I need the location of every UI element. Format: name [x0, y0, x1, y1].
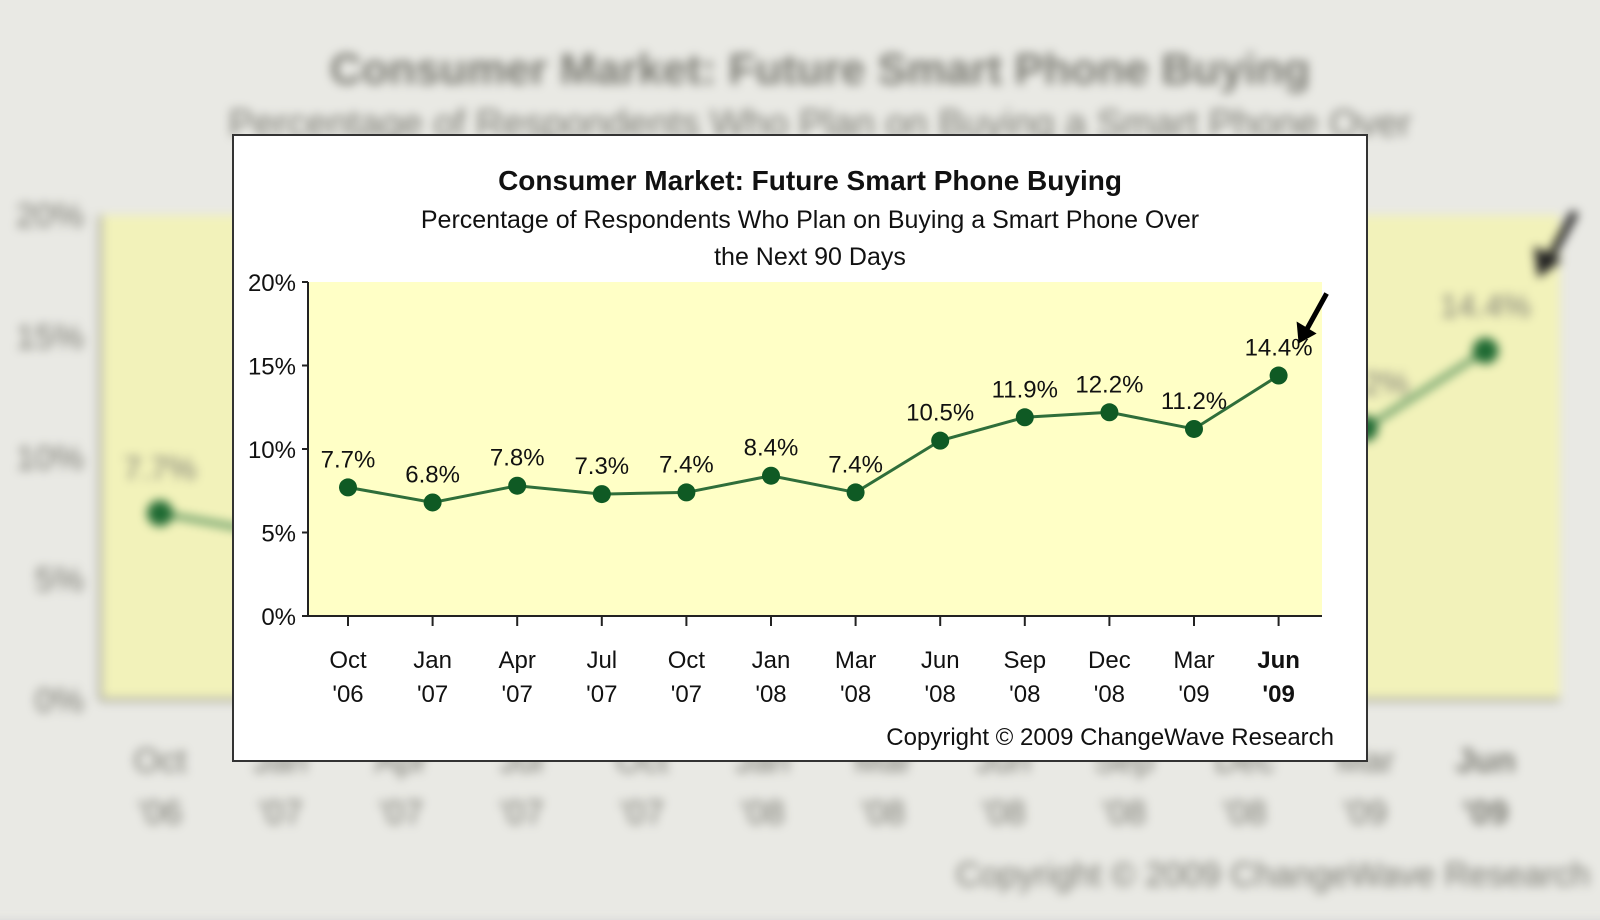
- chart-card: Consumer Market: Future Smart Phone Buyi…: [232, 134, 1368, 762]
- x-tick-label: '08: [925, 681, 956, 708]
- y-tick-label: 10%: [248, 437, 296, 464]
- data-label: 7.3%: [574, 453, 629, 480]
- x-tick-label: '06: [332, 681, 363, 708]
- background-x-tick-label: '07: [620, 794, 664, 832]
- chart-title: Consumer Market: Future Smart Phone Buyi…: [498, 165, 1122, 196]
- data-point: [423, 493, 442, 512]
- y-tick-label: 15%: [248, 354, 296, 381]
- y-tick-label: 20%: [248, 270, 296, 297]
- x-tick-label: Mar: [1173, 647, 1214, 674]
- copyright-text: Copyright © 2009 ChangeWave Research: [886, 724, 1334, 751]
- x-tick-label: Sep: [1003, 647, 1046, 674]
- data-point: [1015, 408, 1034, 427]
- background-x-tick-label: '08: [1222, 794, 1266, 832]
- background-x-tick-label: Oct: [134, 742, 187, 780]
- data-point: [508, 476, 527, 495]
- chart-subtitle-line-1: Percentage of Respondents Who Plan on Bu…: [421, 206, 1199, 234]
- data-label: 7.4%: [828, 451, 883, 478]
- background-y-tick-label: 0%: [35, 682, 84, 720]
- data-point: [762, 466, 780, 485]
- x-tick-label: '08: [1094, 681, 1125, 708]
- data-label: 11.2%: [1161, 388, 1227, 415]
- x-tick-label: Dec: [1088, 647, 1131, 674]
- x-tick-label: '07: [671, 681, 702, 708]
- x-tick-label: '08: [1009, 681, 1040, 708]
- background-x-tick-label: '08: [1102, 794, 1146, 832]
- y-tick-label: 5%: [261, 521, 296, 548]
- data-label: 11.9%: [992, 376, 1058, 403]
- x-tick-label: Mar: [835, 647, 876, 674]
- x-tick-label: '07: [417, 681, 448, 708]
- highlight-arrow-icon: [1296, 292, 1329, 344]
- x-tick-label: '09: [1178, 681, 1209, 708]
- y-tick-label: 0%: [261, 604, 296, 631]
- x-tick-label: '09: [1262, 681, 1294, 708]
- x-tick-label: Apr: [499, 647, 536, 674]
- data-point: [1269, 366, 1288, 385]
- data-point: [846, 483, 865, 502]
- background-data-label: 14.4%: [1440, 288, 1531, 324]
- background-x-tick-label: '06: [138, 794, 182, 832]
- background-data-point: [1472, 337, 1499, 364]
- x-tick-label: Jun: [921, 647, 960, 674]
- background-x-tick-label: '07: [258, 794, 302, 832]
- data-label: 12.2%: [1075, 371, 1143, 398]
- chart: Consumer Market: Future Smart Phone Buyi…: [248, 165, 1334, 751]
- background-x-tick-label: '09: [1343, 794, 1387, 832]
- data-point: [1185, 419, 1203, 438]
- x-tick-label: Jan: [413, 647, 452, 674]
- background-x-tick-label: Jun: [1455, 742, 1515, 780]
- data-label: 7.8%: [490, 445, 545, 472]
- background-data-point: [147, 500, 173, 527]
- background-x-tick-label: '08: [861, 794, 905, 832]
- background-x-tick-label: '08: [981, 794, 1025, 832]
- plot-area: [308, 282, 1322, 616]
- background-y-tick-label: 5%: [35, 561, 84, 599]
- data-label: 6.8%: [405, 461, 460, 488]
- x-tick-label: '08: [755, 681, 786, 708]
- background-copyright: Copyright © 2009 ChangeWave Research: [956, 856, 1590, 894]
- background-x-tick-label: '09: [1463, 794, 1509, 832]
- x-tick-label: Oct: [668, 647, 706, 674]
- data-point: [677, 483, 696, 502]
- data-point: [931, 431, 950, 450]
- x-tick-label: '07: [586, 681, 617, 708]
- x-tick-label: Jul: [586, 647, 617, 674]
- x-tick-label: '08: [840, 681, 871, 708]
- data-label: 7.7%: [321, 446, 376, 473]
- background-arrow-icon: [1534, 210, 1579, 278]
- background-y-tick-label: 15%: [16, 318, 84, 356]
- chart-subtitle-line-2: the Next 90 Days: [714, 243, 906, 271]
- data-point: [339, 478, 357, 497]
- x-tick-label: Oct: [329, 647, 367, 674]
- background-y-tick-label: 20%: [16, 197, 84, 235]
- x-tick-label: Jan: [752, 647, 791, 674]
- data-label: 7.4%: [659, 451, 714, 478]
- x-tick-label: '07: [502, 681, 533, 708]
- data-point: [1100, 403, 1119, 422]
- series-line: [347, 374, 1280, 504]
- x-tick-label: Jun: [1257, 647, 1300, 674]
- background-title: Consumer Market: Future Smart Phone Buyi…: [330, 45, 1310, 94]
- background-data-label: 7.7%: [124, 450, 197, 486]
- background-x-tick-label: '07: [499, 794, 543, 832]
- background-x-tick-label: '08: [740, 794, 784, 832]
- background-y-tick-label: 10%: [16, 440, 84, 478]
- data-label: 10.5%: [906, 400, 974, 427]
- data-label: 8.4%: [744, 435, 799, 462]
- background-x-tick-label: '07: [379, 794, 423, 832]
- data-point: [592, 485, 611, 504]
